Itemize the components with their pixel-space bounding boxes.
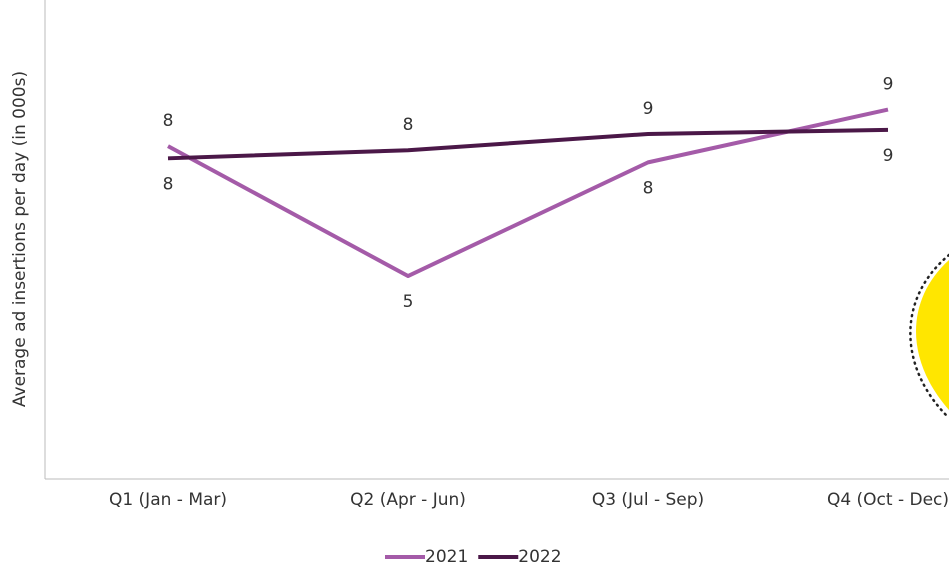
- x-tick-label: Q4 (Oct - Dec): [827, 490, 949, 510]
- x-tick-label: Q1 (Jan - Mar): [109, 490, 227, 510]
- data-label: 5: [403, 292, 414, 312]
- decoration-outline: [909, 253, 949, 420]
- data-label: 8: [163, 174, 174, 194]
- data-label: 9: [643, 99, 654, 119]
- line-series: [167, 127, 889, 161]
- data-label: 8: [163, 111, 174, 131]
- y-axis-label: Average ad insertions per day (in 000s): [10, 71, 30, 407]
- x-tick-label: Q2 (Apr - Jun): [350, 490, 466, 510]
- data-label: 8: [643, 178, 654, 198]
- legend-label: 2022: [518, 547, 561, 567]
- data-label: 9: [883, 146, 894, 166]
- line-series: [167, 107, 889, 279]
- data-label: 8: [403, 115, 414, 135]
- x-tick-label: Q3 (Jul - Sep): [592, 490, 704, 510]
- data-label: 9: [883, 75, 894, 95]
- decoration: [916, 260, 949, 410]
- legend-label: 2021: [425, 547, 468, 567]
